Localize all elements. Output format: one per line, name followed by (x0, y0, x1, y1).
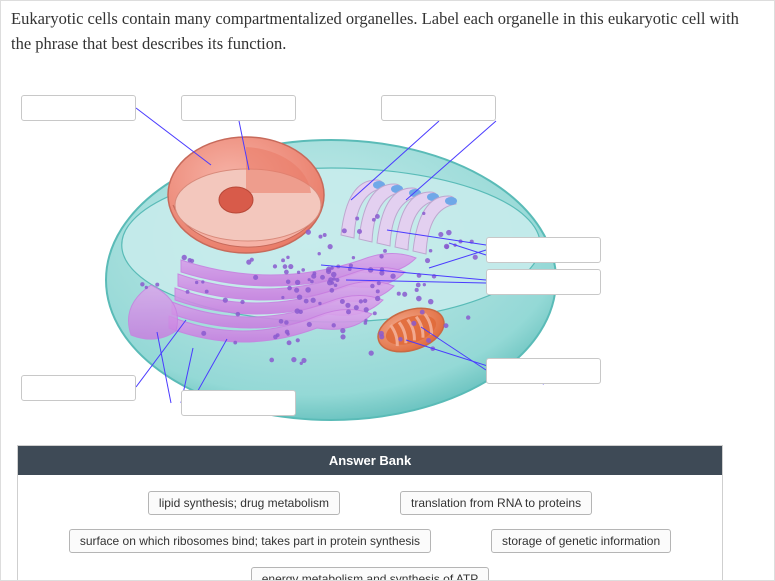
answer-bank-body: lipid synthesis; drug metabolism translat… (18, 475, 722, 581)
answer-chip[interactable]: lipid synthesis; drug metabolism (148, 491, 340, 515)
viewport: Eukaryotic cells contain many compartmen… (0, 0, 775, 581)
drop-target[interactable] (486, 269, 601, 295)
outer-scroll-pane[interactable]: Eukaryotic cells contain many compartmen… (1, 1, 774, 580)
drop-target[interactable] (381, 95, 496, 121)
drop-target[interactable] (486, 237, 601, 263)
drop-target[interactable] (181, 390, 296, 416)
cell-diagram (11, 65, 711, 445)
answer-chip[interactable]: translation from RNA to proteins (400, 491, 592, 515)
drop-target[interactable] (181, 95, 296, 121)
inner-scroll-pane[interactable]: Answer Bank lipid synthesis; drug metabo… (11, 65, 729, 581)
answer-chip[interactable]: energy metabolism and synthesis of ATP (251, 567, 490, 581)
answer-chip[interactable]: surface on which ribosomes bind; takes p… (69, 529, 431, 553)
drop-target[interactable] (21, 375, 136, 401)
answer-bank: Answer Bank lipid synthesis; drug metabo… (17, 445, 723, 581)
answer-bank-title: Answer Bank (18, 446, 722, 475)
question-text: Eukaryotic cells contain many compartmen… (11, 7, 770, 57)
drop-target[interactable] (21, 95, 136, 121)
answer-chip[interactable]: storage of genetic information (491, 529, 671, 553)
drop-target[interactable] (486, 358, 601, 384)
